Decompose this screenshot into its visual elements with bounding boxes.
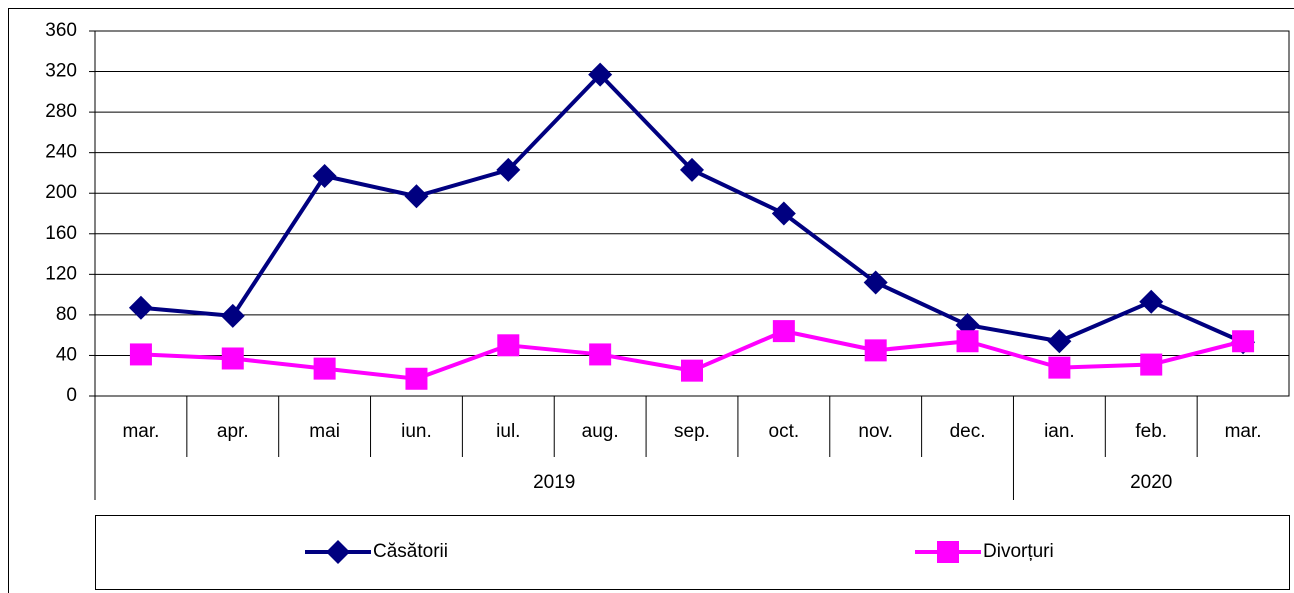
marker (589, 343, 612, 366)
marker (497, 334, 520, 357)
x-tick-label: sep. (674, 421, 710, 442)
marker (956, 330, 979, 353)
marker (221, 347, 244, 370)
y-tick-label: 360 (45, 20, 77, 41)
marker (128, 295, 153, 320)
legend-marker (326, 540, 350, 564)
y-tick-label: 120 (45, 263, 77, 284)
x-tick-label: nov. (858, 421, 893, 442)
x-tick-label: mar. (1225, 421, 1262, 442)
marker (680, 157, 704, 182)
marker (1047, 329, 1072, 354)
marker (863, 270, 888, 295)
legend-label: Căsătorii (373, 541, 448, 562)
x-group-label: 2020 (1130, 472, 1172, 493)
marker (404, 184, 429, 209)
y-tick-label: 40 (56, 344, 77, 365)
marker (1139, 289, 1164, 314)
legend-marker (937, 541, 959, 563)
marker (864, 339, 887, 362)
marker (1048, 356, 1071, 379)
x-tick-label: iun. (401, 421, 432, 442)
marker (312, 163, 337, 188)
marker (220, 303, 245, 328)
x-tick-label: iul. (496, 421, 520, 442)
y-tick-label: 80 (56, 304, 77, 325)
x-tick-label: oct. (769, 421, 800, 442)
y-tick-label: 160 (45, 223, 77, 244)
y-tick-label: 200 (45, 182, 77, 203)
plot-area (94, 30, 1290, 397)
x-group-label: 2019 (533, 472, 575, 493)
marker (588, 62, 613, 87)
marker (1140, 353, 1163, 376)
marker (313, 357, 336, 380)
marker (771, 201, 796, 226)
y-tick-label: 240 (45, 142, 77, 163)
x-tick-label: ian. (1044, 421, 1075, 442)
marker (1232, 330, 1255, 353)
marker (129, 343, 152, 366)
marker (772, 320, 795, 343)
y-tick-label: 280 (45, 101, 77, 122)
x-tick-label: feb. (1135, 421, 1167, 442)
chart-frame (8, 8, 1294, 593)
x-tick-label: aug. (582, 421, 619, 442)
marker (496, 157, 521, 182)
y-tick-label: 320 (45, 61, 77, 82)
marker (681, 359, 703, 382)
y-tick-label: 0 (66, 385, 77, 406)
x-tick-label: mai (309, 421, 340, 442)
legend (95, 515, 1290, 590)
x-tick-label: dec. (950, 421, 986, 442)
x-tick-label: mar. (122, 421, 159, 442)
legend-label: Divorțuri (983, 541, 1054, 562)
x-tick-label: apr. (217, 421, 249, 442)
marker (405, 367, 428, 390)
